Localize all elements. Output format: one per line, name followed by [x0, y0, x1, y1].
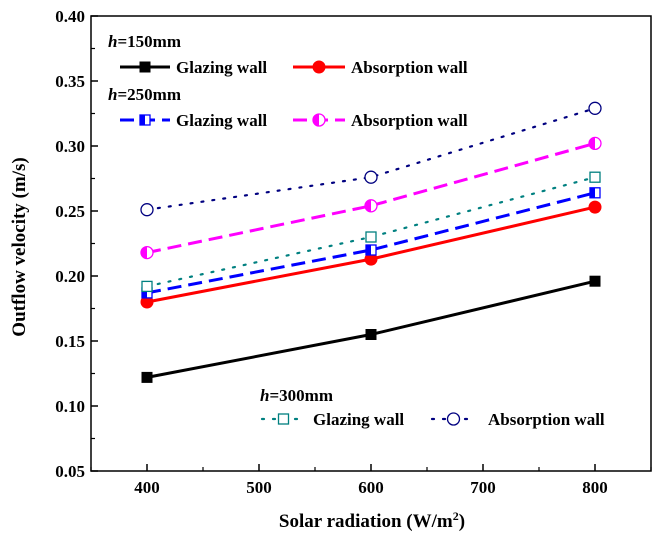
- data-point-h250-3-half: [141, 246, 147, 259]
- y-tick-label: 0.40: [55, 7, 85, 26]
- data-point-h250-2: [365, 244, 377, 256]
- data-point-h300-5: [588, 101, 602, 115]
- data-point-h250-3: [588, 136, 602, 151]
- legend-marker: [312, 60, 326, 74]
- legend-marker-half: [140, 115, 145, 125]
- legend-marker-half: [313, 114, 319, 126]
- data-point-h300-4: [141, 280, 153, 293]
- data-point-h250-2-half: [590, 187, 595, 198]
- y-tick-label: 0.10: [55, 397, 85, 416]
- data-point-h300-4: [589, 171, 601, 183]
- legend-marker: [139, 61, 151, 73]
- legend-heading-h250: h=250mm: [108, 85, 181, 104]
- data-point-h250-2-half: [366, 245, 371, 255]
- y-tick-label: 0.05: [55, 462, 85, 481]
- legend-marker: [312, 113, 326, 127]
- legend-label: Absorption wall: [351, 111, 468, 130]
- y-tick-label: 0.35: [55, 72, 85, 91]
- data-point-h300-4: [365, 231, 377, 243]
- legend-marker: [446, 412, 461, 426]
- legend-label: Glazing wall: [176, 111, 267, 130]
- legend-label: Absorption wall: [488, 410, 605, 429]
- data-point-h250-2-half: [142, 287, 147, 298]
- data-point-h150-0: [365, 329, 377, 340]
- legend-heading-h300: h=300mm: [260, 386, 333, 405]
- y-tick-label: 0.15: [55, 332, 85, 351]
- legend-marker: [139, 114, 151, 126]
- legend-heading-h150: h=150mm: [108, 32, 181, 51]
- x-tick-label: 800: [582, 478, 608, 497]
- data-point-h250-3-half: [589, 137, 595, 150]
- x-axis-title: Solar radiation (W/m2): [279, 509, 465, 532]
- series-line-h250-3: [146, 141, 596, 255]
- y-tick-label: 0.25: [55, 202, 85, 221]
- y-axis-title: Outflow velocity (m/s): [9, 157, 30, 336]
- legend-marker: [277, 413, 290, 425]
- data-point-h150-1: [588, 200, 602, 214]
- data-point-h150-0: [589, 275, 601, 287]
- data-point-h250-3: [140, 245, 154, 260]
- y-tick-label: 0.30: [55, 137, 85, 156]
- series-line-h250-2: [146, 191, 596, 295]
- y-tick-label: 0.20: [55, 267, 85, 286]
- legend-label: Absorption wall: [351, 58, 468, 77]
- data-point-h150-0: [141, 371, 153, 383]
- legend-label: Glazing wall: [176, 58, 267, 77]
- legend-label: Glazing wall: [313, 410, 404, 429]
- data-point-h250-3-half: [365, 199, 371, 212]
- data-point-h250-3: [364, 199, 378, 213]
- data-point-h300-5: [140, 203, 154, 217]
- data-point-h300-5: [364, 170, 378, 184]
- x-tick-label: 600: [358, 478, 384, 497]
- x-tick-label: 500: [246, 478, 272, 497]
- x-tick-label: 700: [470, 478, 496, 497]
- series-line-h300-4: [145, 176, 597, 288]
- data-point-h250-2: [589, 187, 601, 199]
- x-tick-label: 400: [134, 478, 160, 497]
